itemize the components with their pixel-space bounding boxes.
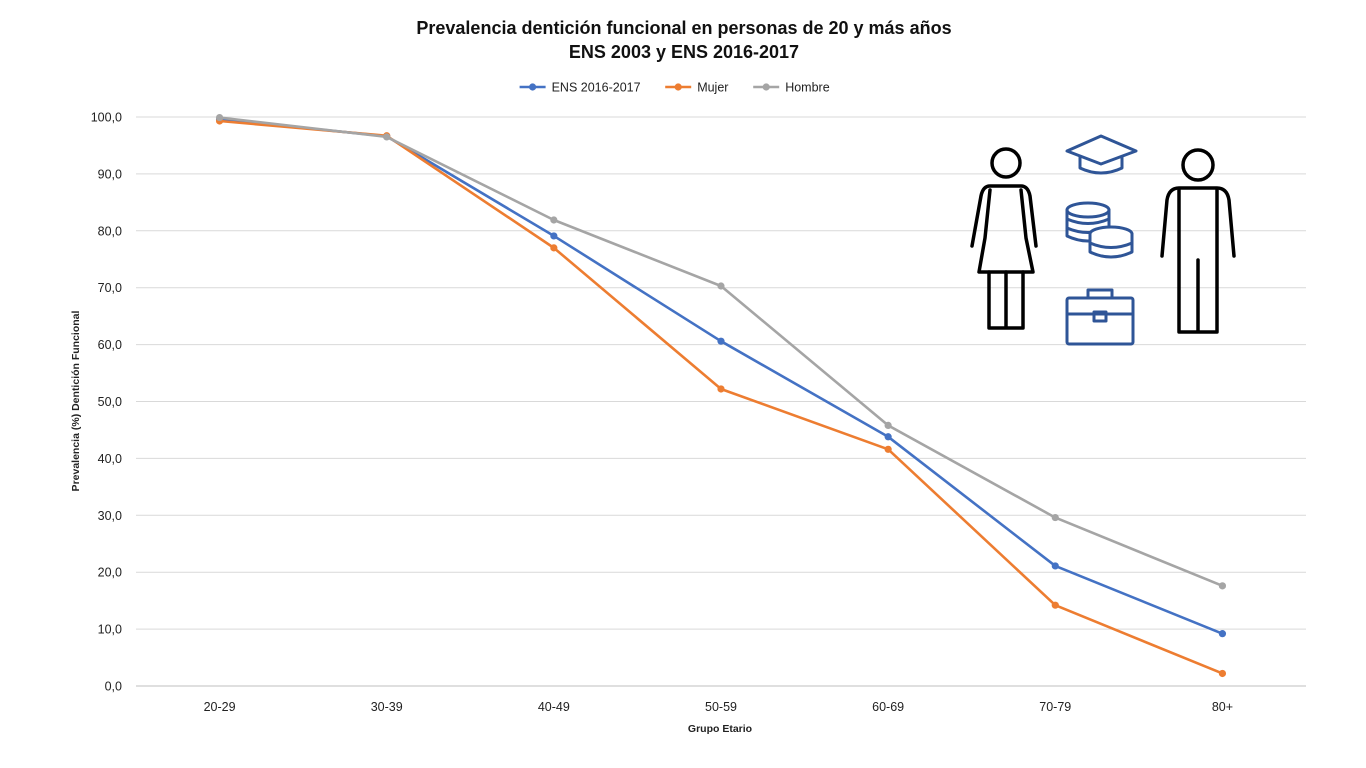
series-line <box>219 117 1223 635</box>
coins-icon <box>1065 201 1134 259</box>
gridlines <box>136 116 1306 687</box>
data-point <box>1218 669 1227 678</box>
legend: ENS 2016-2017 Mujer Hombre <box>519 81 830 95</box>
y-tick-label: 50,0 <box>98 395 122 409</box>
y-tick-label: 40,0 <box>98 452 122 466</box>
chart-title: Prevalencia dentición funcional en perso… <box>416 18 951 38</box>
x-tick-label: 80+ <box>1212 700 1233 714</box>
briefcase-icon <box>1065 288 1135 346</box>
data-point <box>717 282 725 290</box>
series-ens-2016-2017 <box>215 115 1227 638</box>
x-axis-title: Grupo Etario <box>688 723 752 735</box>
x-tick-label: 30-39 <box>371 700 403 714</box>
x-tick-label: 50-59 <box>705 700 737 714</box>
legend-swatch-marker <box>674 83 682 91</box>
data-point <box>215 113 224 122</box>
y-tick-label: 10,0 <box>98 623 122 637</box>
y-tick-label: 60,0 <box>98 338 122 352</box>
x-tick-label: 60-69 <box>872 700 904 714</box>
legend-label: ENS 2016-2017 <box>552 81 641 95</box>
data-point <box>550 244 558 252</box>
legend-swatch-marker <box>529 83 537 91</box>
data-point <box>1051 513 1059 522</box>
series-line <box>219 119 1223 675</box>
legend-swatch-marker <box>762 83 770 91</box>
data-point <box>550 216 558 224</box>
y-tick-label: 80,0 <box>98 224 122 238</box>
series-layer <box>215 113 1227 678</box>
data-point <box>884 433 892 441</box>
series-mujer <box>215 117 1227 678</box>
man-icon <box>1160 148 1236 334</box>
x-axis-ticks: 20-29 30-39 40-49 50-59 60-69 70-79 80+ <box>204 700 1233 714</box>
data-point <box>884 445 892 453</box>
legend-label: Hombre <box>785 81 830 95</box>
data-point <box>717 337 725 345</box>
data-point <box>717 385 725 393</box>
data-point <box>383 133 391 141</box>
y-axis-ticks: 0,0 10,0 20,0 30,0 40,0 50,0 60,0 70,0 80,0 90,0 1… <box>91 111 122 694</box>
woman-icon <box>970 147 1038 330</box>
graduation-cap-icon <box>1065 134 1138 175</box>
data-point <box>1218 582 1227 590</box>
legend-item: Hombre <box>753 81 830 95</box>
data-point <box>550 232 558 240</box>
legend-item: ENS 2016-2017 <box>519 81 641 95</box>
x-tick-label: 70-79 <box>1039 700 1071 714</box>
y-tick-label: 20,0 <box>98 566 122 580</box>
data-point <box>1051 562 1059 570</box>
y-tick-label: 0,0 <box>105 680 122 694</box>
y-tick-label: 70,0 <box>98 281 122 295</box>
y-tick-label: 100,0 <box>91 111 122 125</box>
x-tick-label: 20-29 <box>204 700 236 714</box>
data-point <box>1218 630 1227 638</box>
y-axis-title: Prevalencia (%) Dentición Funcional <box>70 310 82 491</box>
y-tick-label: 30,0 <box>98 509 122 523</box>
y-tick-label: 90,0 <box>98 167 122 181</box>
x-tick-label: 40-49 <box>538 700 570 714</box>
data-point <box>1051 601 1059 609</box>
chart-subtitle: ENS 2003 y ENS 2016-2017 <box>569 42 799 62</box>
legend-item: Mujer <box>665 81 728 95</box>
data-point <box>884 421 892 429</box>
legend-label: Mujer <box>697 81 728 95</box>
series-hombre <box>215 113 1227 590</box>
